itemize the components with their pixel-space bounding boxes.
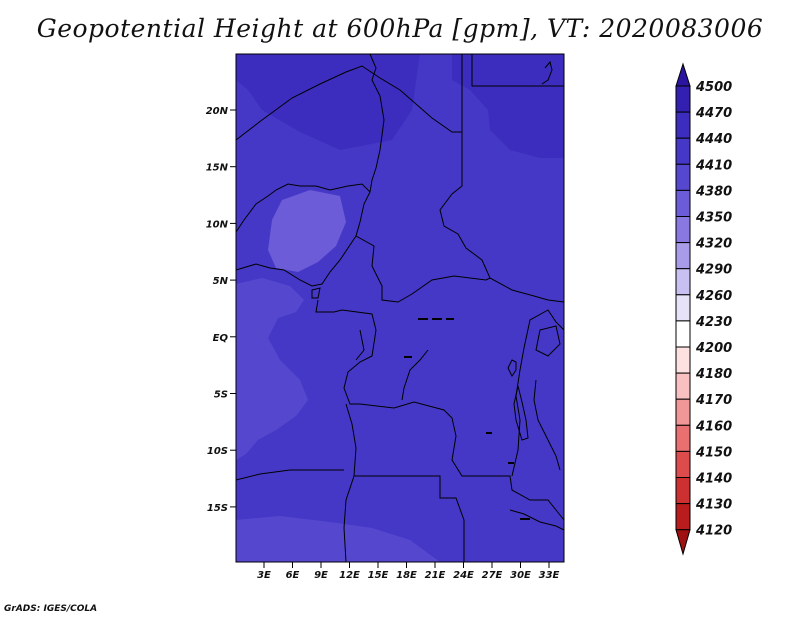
bioko-island	[311, 287, 321, 299]
lon-label: 30E	[510, 570, 531, 581]
lake-mark-6	[508, 462, 514, 464]
border-gabon	[355, 329, 365, 361]
lon-label: 27E	[482, 570, 503, 581]
lat-label: EQ	[213, 333, 229, 344]
colorbar-label: 4180	[695, 367, 732, 382]
colorbar: 4500 4470 4440 4410 4380 4350 4320 4290 4260 4230…	[675, 62, 732, 556]
colorbar-box	[675, 477, 691, 505]
colorbar-box	[675, 163, 691, 191]
lake-mark-4	[404, 356, 412, 358]
colorbar-box	[675, 216, 691, 244]
lon-label: 33E	[539, 570, 560, 581]
lake-mark-3	[446, 318, 454, 320]
colorbar-box	[675, 503, 691, 531]
colorbar-label: 4290	[695, 263, 732, 278]
lat-label: 20N	[206, 106, 229, 117]
lon-label: 6E	[286, 570, 300, 581]
lon-label: 3E	[257, 570, 271, 581]
river-congo	[401, 349, 429, 401]
longitude-axis: 3E 6E 9E 12E 15E 18E 21E 24E 27E 30E 33E	[257, 562, 560, 581]
lake-mark-2	[432, 318, 442, 320]
border-east	[511, 309, 565, 477]
height-zone-nigeria	[268, 190, 346, 272]
colorbar-box	[675, 242, 691, 270]
colorbar-box	[675, 372, 691, 400]
colorbar-top-arrow	[675, 62, 691, 87]
colorbar-label: 4160	[695, 419, 732, 434]
colorbar-box	[675, 294, 691, 322]
lake-victoria	[535, 325, 561, 357]
coast-sinai	[541, 60, 553, 85]
latitude-axis: 20N 15N 10N 5N EQ 5S 10S 15S	[206, 106, 236, 514]
height-zone-south	[236, 516, 440, 562]
colorbar-label: 4500	[695, 80, 732, 95]
coast-south-west	[235, 469, 344, 481]
colorbar-label: 4200	[695, 341, 732, 356]
height-zone-north-east	[452, 54, 564, 158]
colorbar-box	[675, 424, 691, 452]
colorbar-box	[675, 85, 691, 113]
map-panel	[236, 54, 564, 562]
border-libya-egypt	[471, 54, 564, 87]
credit-text: GrADS: IGES/COLA	[4, 604, 98, 614]
lake-mark-1	[418, 318, 428, 320]
lon-label: 15E	[368, 570, 389, 581]
map-frame	[235, 53, 565, 563]
colorbar-box	[675, 137, 691, 165]
lat-label: 5S	[214, 390, 228, 401]
colorbar-box	[675, 320, 691, 348]
lake-tanganyika	[513, 385, 529, 441]
lat-label: 10N	[206, 219, 229, 230]
border-west	[235, 53, 385, 233]
lon-label: 9E	[314, 570, 328, 581]
lat-label: 5N	[213, 276, 229, 287]
border-angola-zambia	[354, 475, 465, 562]
border-cameroon-north	[235, 235, 357, 287]
colorbar-box	[675, 450, 691, 478]
lon-label: 21E	[425, 570, 446, 581]
colorbar-label: 4150	[695, 445, 732, 460]
border-congo-drc-south	[315, 299, 565, 521]
lon-label: 12E	[339, 570, 360, 581]
lat-label: 15S	[207, 503, 228, 514]
colorbar-box	[675, 111, 691, 139]
colorbar-label: 4410	[695, 158, 732, 173]
colorbar-label: 4130	[695, 498, 732, 513]
lake-mark-7	[520, 518, 530, 520]
lake-mark-5	[486, 432, 492, 434]
colorbar-label: 4440	[695, 132, 732, 147]
colorbar-label: 4470	[695, 106, 732, 121]
colorbar-label: 4140	[695, 472, 732, 487]
height-zone-atlantic	[236, 278, 308, 460]
lon-label: 24E	[453, 570, 474, 581]
lake-malawi-shore	[533, 379, 561, 471]
colorbar-label: 4230	[695, 315, 732, 330]
border-chad-sudan	[439, 54, 565, 303]
colorbar-label: 4120	[695, 524, 732, 539]
colorbar-label: 4170	[695, 393, 732, 408]
border-north	[235, 65, 462, 141]
colorbar-label: 4350	[695, 211, 732, 226]
border-zimbabwe	[509, 509, 565, 531]
colorbar-label: 4260	[695, 289, 732, 304]
inland-water	[404, 318, 530, 520]
colorbar-bottom-arrow	[675, 529, 691, 556]
colorbar-label: 4380	[695, 184, 732, 199]
colorbar-box	[675, 398, 691, 426]
lake-kivu	[507, 359, 517, 377]
colorbar-box	[675, 346, 691, 374]
lat-label: 15N	[206, 163, 229, 174]
border-car	[355, 191, 491, 303]
lon-label: 18E	[396, 570, 417, 581]
map-title: Geopotential Height at 600hPa [gpm], VT:…	[36, 14, 764, 43]
colorbar-label: 4320	[695, 237, 732, 252]
lat-label: 10S	[207, 446, 228, 457]
colorbar-box	[675, 189, 691, 217]
borders	[235, 53, 565, 563]
colorbar-box	[675, 268, 691, 296]
height-zone-north-west	[236, 54, 420, 150]
